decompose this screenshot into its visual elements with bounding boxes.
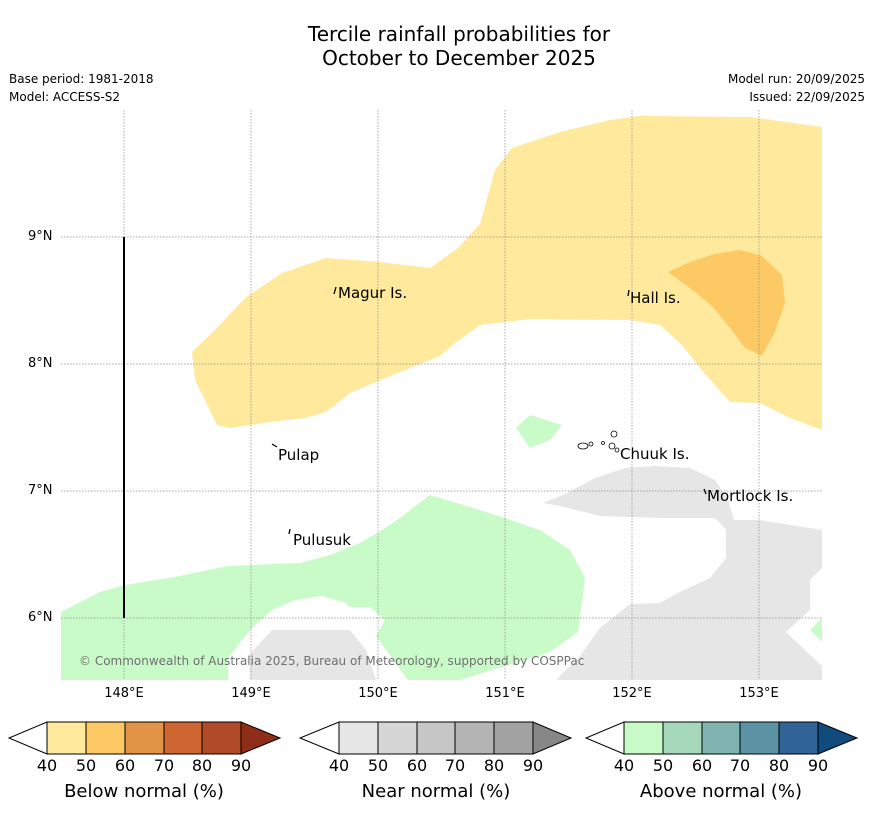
meta-left: Base period: 1981-2018 Model: ACCESS-S2 bbox=[9, 70, 154, 106]
above-extend-right bbox=[817, 721, 859, 755]
place-mortlock: Mortlock Is. bbox=[707, 487, 794, 505]
x-tick-150e: 150°E bbox=[358, 686, 398, 701]
legend-below-normal bbox=[7, 721, 282, 755]
title-line-2: October to December 2025 bbox=[322, 46, 596, 70]
island-hall bbox=[627, 289, 630, 297]
below-normal-40-region bbox=[192, 116, 822, 430]
below-tick-60: 60 bbox=[114, 756, 136, 775]
legend-above-normal bbox=[584, 721, 859, 755]
above-tick-50: 50 bbox=[652, 756, 674, 775]
issued-date: Issued: 22/09/2025 bbox=[749, 90, 865, 104]
x-tick-148e: 148°E bbox=[104, 686, 144, 701]
model-run: Model run: 20/09/2025 bbox=[727, 72, 865, 86]
island-pulusuk bbox=[288, 528, 291, 535]
near-normal-label: Near normal (%) bbox=[361, 781, 511, 802]
x-tick-149e: 149°E bbox=[231, 686, 271, 701]
above-normal-edge-region bbox=[810, 618, 822, 642]
above-tick-90: 90 bbox=[807, 756, 829, 775]
above-tick-70: 70 bbox=[729, 756, 751, 775]
above-tick-60: 60 bbox=[691, 756, 713, 775]
island-chuuk bbox=[577, 430, 620, 453]
place-magur: Magur Is. bbox=[338, 284, 408, 302]
x-tick-152e: 152°E bbox=[612, 686, 652, 701]
copyright-notice: © Commonwealth of Australia 2025, Bureau… bbox=[79, 654, 585, 668]
island-markers bbox=[271, 286, 707, 535]
near-tick-60: 60 bbox=[406, 756, 428, 775]
above-normal-label: Above normal (%) bbox=[639, 781, 803, 802]
y-tick-6n: 6°N bbox=[28, 610, 53, 625]
above-tick-40: 40 bbox=[613, 756, 635, 775]
place-pulap: Pulap bbox=[278, 446, 320, 464]
title-line-1: Tercile rainfall probabilities for bbox=[307, 22, 611, 46]
near-extend-right bbox=[532, 721, 573, 755]
island-pulap bbox=[271, 443, 278, 448]
near-tick-70: 70 bbox=[444, 756, 466, 775]
near-tick-50: 50 bbox=[367, 756, 389, 775]
below-normal-50-region bbox=[668, 250, 785, 356]
base-period: Base period: 1981-2018 bbox=[9, 72, 154, 86]
x-tick-153e: 153°E bbox=[739, 686, 779, 701]
y-tick-7n: 7°N bbox=[28, 483, 53, 498]
below-normal-label: Below normal (%) bbox=[64, 781, 224, 802]
above-normal-small-region bbox=[516, 415, 562, 448]
island-magur bbox=[333, 286, 337, 295]
above-tick-80: 80 bbox=[768, 756, 790, 775]
above-extend-left bbox=[584, 721, 625, 755]
below-extend-right bbox=[240, 721, 282, 755]
x-tick-151e: 151°E bbox=[485, 686, 525, 701]
below-tick-50: 50 bbox=[75, 756, 97, 775]
y-tick-8n: 8°N bbox=[28, 356, 53, 371]
below-tick-80: 80 bbox=[191, 756, 213, 775]
above-normal-40-region bbox=[61, 495, 585, 680]
near-tick-80: 80 bbox=[483, 756, 505, 775]
place-pulusuk: Pulusuk bbox=[293, 531, 351, 549]
near-tick-90: 90 bbox=[522, 756, 544, 775]
below-extend-left bbox=[7, 721, 48, 755]
y-tick-9n: 9°N bbox=[28, 229, 53, 244]
legend-near-normal bbox=[298, 721, 573, 755]
island-mortlock bbox=[703, 488, 707, 495]
near-tick-40: 40 bbox=[328, 756, 350, 775]
place-chuuk: Chuuk Is. bbox=[620, 445, 690, 463]
near-normal-south-region bbox=[250, 630, 376, 680]
below-tick-90: 90 bbox=[230, 756, 252, 775]
white-hole bbox=[335, 607, 385, 636]
near-extend-left bbox=[298, 721, 340, 755]
meta-right: Model run: 20/09/2025 Issued: 22/09/2025 bbox=[728, 70, 865, 106]
below-tick-40: 40 bbox=[36, 756, 58, 775]
place-hall: Hall Is. bbox=[630, 289, 681, 307]
near-normal-east-region bbox=[543, 466, 822, 680]
model-name: Model: ACCESS-S2 bbox=[9, 90, 121, 104]
map-title: Tercile rainfall probabilities for Octob… bbox=[0, 22, 873, 70]
below-tick-70: 70 bbox=[153, 756, 175, 775]
